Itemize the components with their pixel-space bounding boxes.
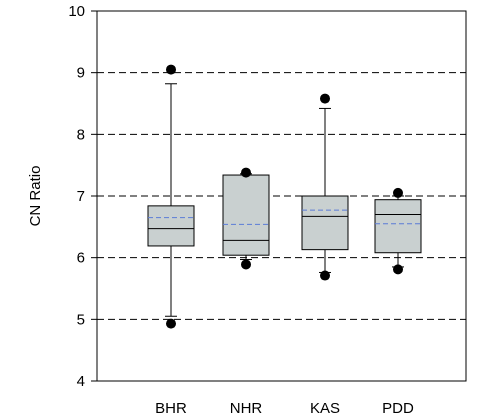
x-axis: BHR NHR KAS PDD: [155, 400, 414, 417]
outlier-point: [241, 167, 251, 178]
outlier-point: [320, 93, 330, 104]
boxes: [147, 64, 422, 329]
outlier-point: [166, 318, 176, 329]
x-tick-label: KAS: [310, 400, 340, 417]
iqr-box: [147, 205, 195, 247]
x-tick-label: PDD: [382, 400, 414, 417]
y-tick-label: 8: [77, 126, 85, 143]
iqr-box: [222, 174, 270, 256]
box-kas: [301, 93, 349, 281]
x-tick-label: NHR: [230, 400, 263, 417]
y-tick-label: 4: [77, 373, 85, 390]
y-tick-label: 7: [77, 188, 85, 205]
gridlines: [97, 72, 466, 320]
outlier-point: [320, 270, 330, 281]
outlier-point: [393, 187, 403, 198]
x-tick-label: BHR: [155, 400, 187, 417]
box-pdd: [374, 187, 422, 275]
box-bhr: [147, 64, 195, 329]
y-tick-label: 10: [68, 3, 85, 20]
outlier-point: [241, 259, 251, 270]
y-tick-label: 9: [77, 65, 85, 82]
y-tick-label: 6: [77, 250, 85, 267]
outlier-point: [166, 64, 176, 75]
box-nhr: [222, 167, 270, 270]
iqr-box: [301, 195, 349, 251]
outlier-point: [393, 264, 403, 275]
y-tick-label: 5: [77, 311, 85, 328]
y-axis-title: CN Ratio: [27, 166, 44, 227]
y-axis: 4 5 6 7 8 9 10: [68, 3, 97, 390]
iqr-box: [374, 199, 422, 254]
